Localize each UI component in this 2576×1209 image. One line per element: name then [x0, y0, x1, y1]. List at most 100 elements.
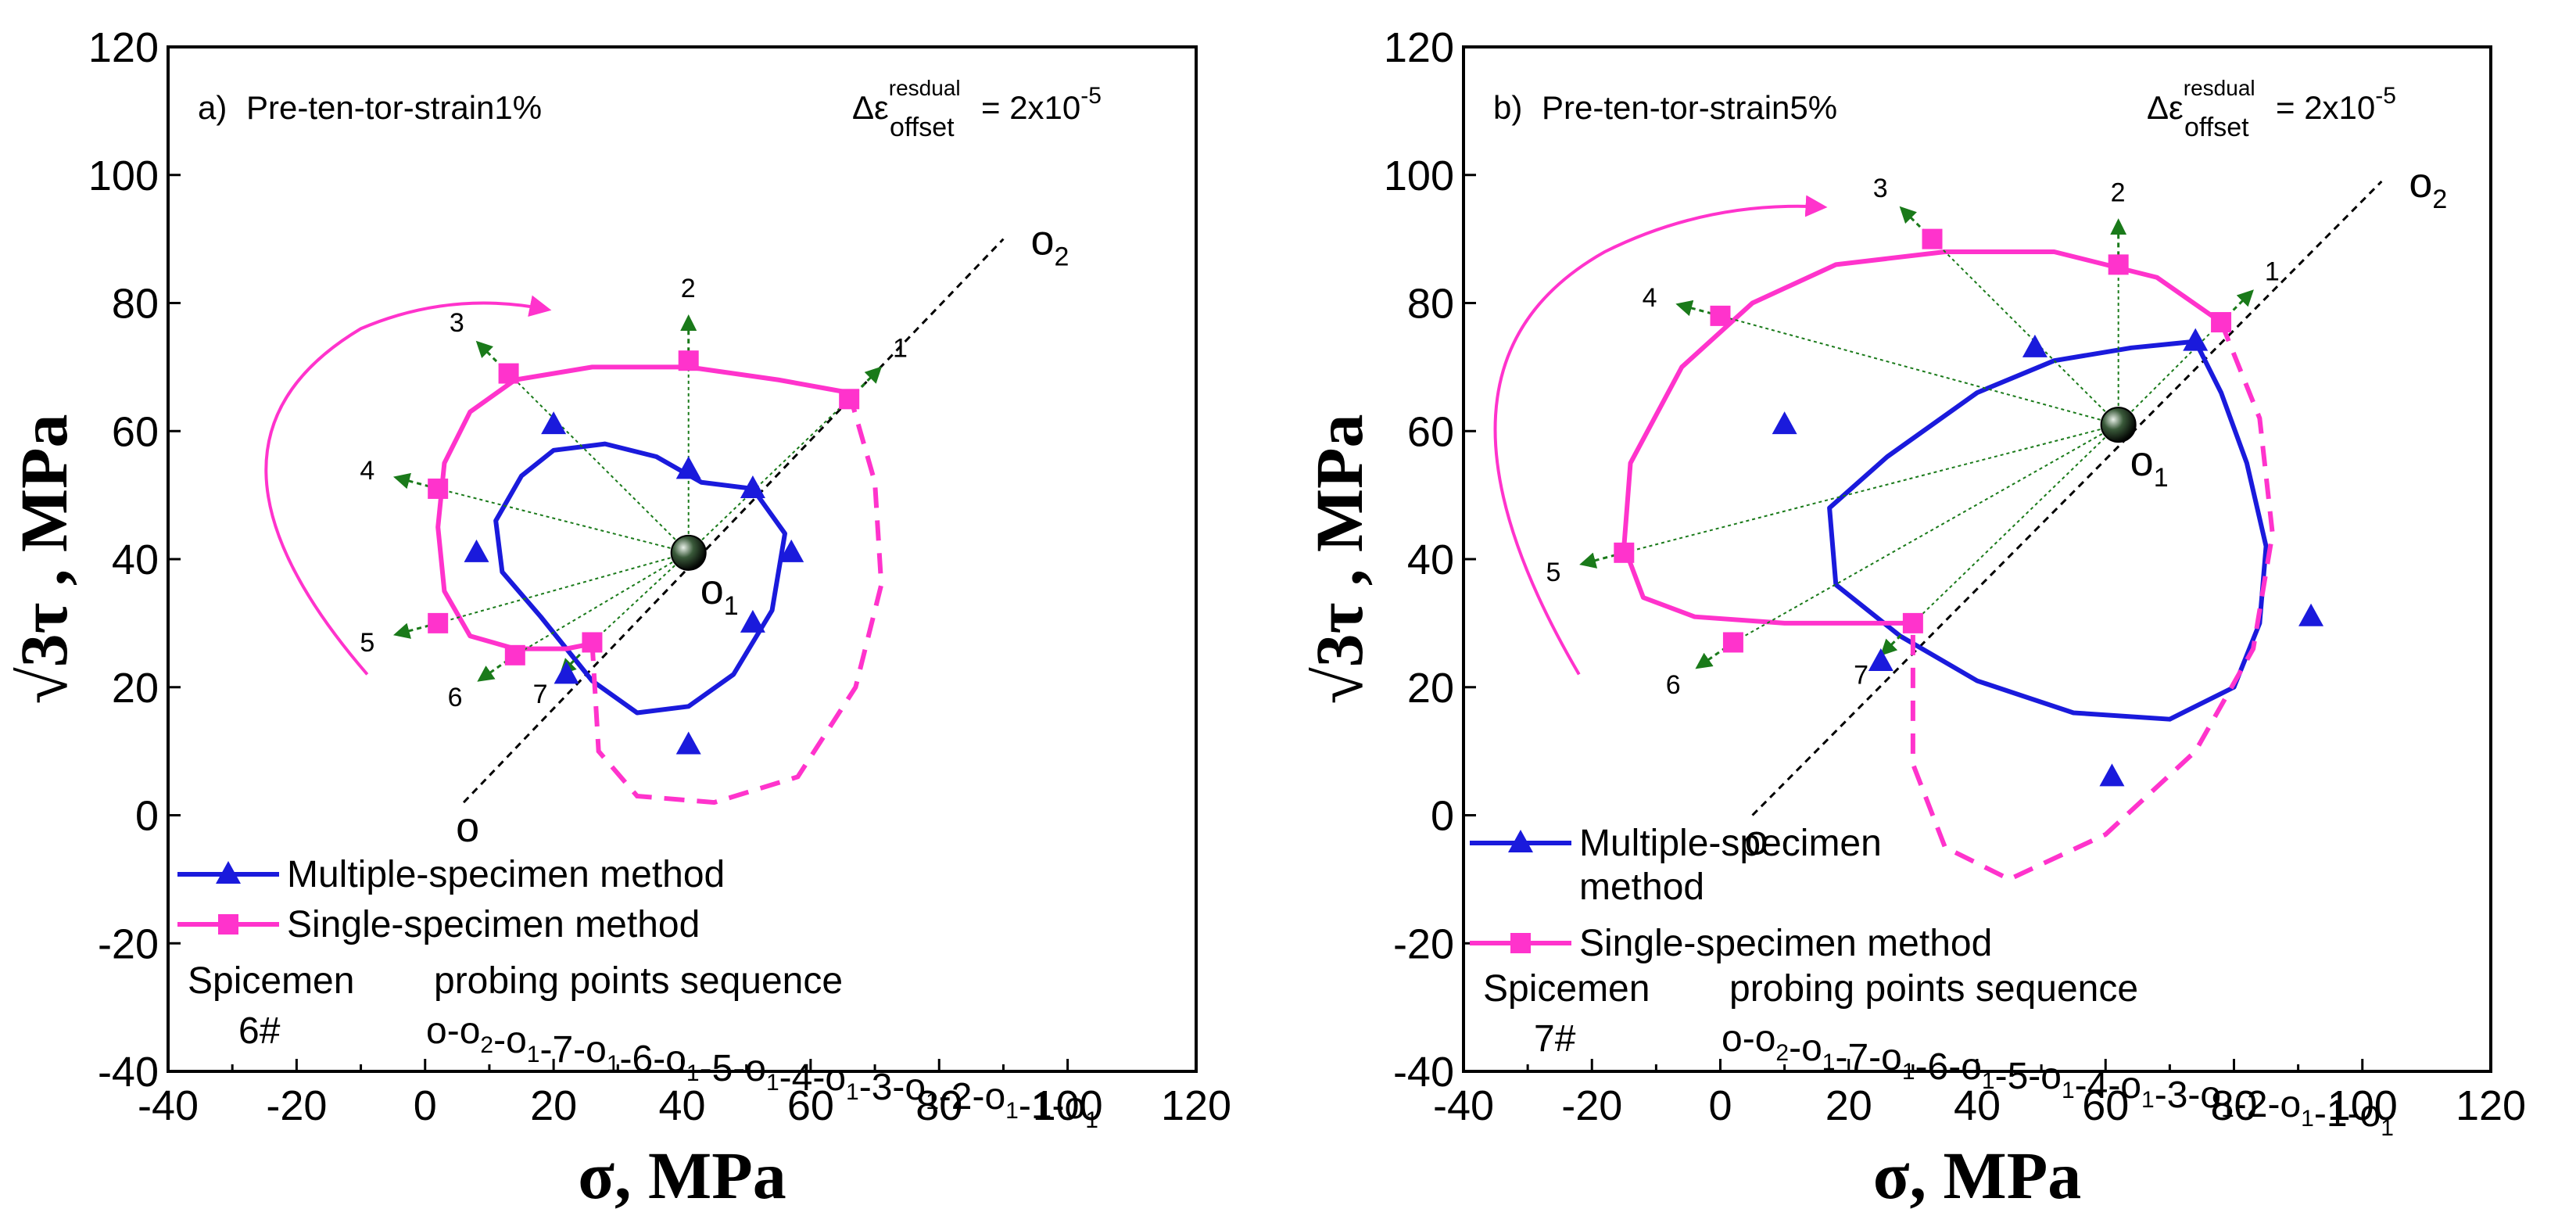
- legend-single-marker: [1510, 933, 1531, 953]
- multiple-specimen-point: [464, 539, 489, 562]
- seq-part: -5-: [700, 1048, 746, 1089]
- seq-part: -1-: [2314, 1093, 2360, 1135]
- multiple-specimen-point: [2183, 328, 2209, 351]
- offset-value: = 2x10: [2276, 89, 2375, 126]
- seq-part: -5-: [1995, 1056, 2041, 1097]
- origin-o1-letter: o: [700, 566, 724, 613]
- single-specimen-point: [1614, 542, 1635, 563]
- probe-direction-arrow: [393, 622, 439, 639]
- seq-sub: 1: [1005, 1098, 1019, 1124]
- x-tick-label: 120: [1161, 1082, 1231, 1129]
- origin-o2-letter: o: [1030, 217, 1054, 264]
- x-tick-label: 100: [2327, 1082, 2398, 1129]
- seq-part: -4-: [779, 1057, 826, 1099]
- single-specimen-point: [504, 644, 525, 665]
- seq-part: -4-: [2075, 1065, 2121, 1107]
- legend-sequence-text: o-o2-o1-7-o1-6-o1-5-o1-4-o1-3-o1-2-o1-1-…: [1722, 1018, 2394, 1141]
- multiple-specimen-point: [675, 731, 701, 755]
- y-tick-label: -40: [1393, 1049, 1454, 1096]
- multiple-specimen-point: [740, 475, 765, 498]
- legend-multiple-label-line2: method: [1579, 866, 1704, 908]
- seq-sub: 2: [1775, 1040, 1789, 1066]
- multiple-specimen-point: [1868, 648, 1893, 671]
- x-tick-label: 20: [1825, 1082, 1872, 1129]
- probe-line: [1720, 314, 2119, 426]
- single-specimen-point: [1902, 612, 1923, 633]
- probe-direction-arrow: [1880, 622, 1914, 656]
- panel-title: Pre-ten-tor-strain1%: [246, 89, 542, 126]
- o1-center-ball: [670, 534, 707, 571]
- y-tick-label: 120: [1384, 24, 1454, 71]
- single-yield-curve: [1621, 249, 2223, 626]
- seq-o: o: [2040, 1056, 2062, 1097]
- single-specimen-point: [1710, 305, 1731, 326]
- x-tick-label: -40: [138, 1082, 199, 1129]
- probe-label-1: 1: [2265, 257, 2280, 286]
- origin-o-label: o: [456, 804, 479, 851]
- single-specimen-point: [1722, 632, 1743, 653]
- seq-o: o: [460, 1010, 481, 1052]
- legend-sequence-heading: probing points sequence: [1729, 968, 2138, 1010]
- origin-o2-label: o2: [1030, 217, 1069, 272]
- y-tick-label: -20: [98, 920, 159, 967]
- probe-label-4: 4: [360, 456, 374, 486]
- x-tick-label: 80: [2210, 1082, 2257, 1129]
- legend-multiple-label: Multiple-specimen: [1579, 823, 1882, 864]
- offset-sub: offset: [890, 113, 955, 142]
- offset-sub: offset: [2184, 113, 2249, 142]
- origin-o1-label: o1: [700, 566, 739, 621]
- origin-o2-letter: o: [2409, 160, 2432, 206]
- panel-b: -40 -20 0 20 40 60 80 100 120-40-200204060801001…: [1302, 24, 2526, 1209]
- legend-multiple-marker: [1508, 830, 1533, 852]
- multiple-specimen-point: [554, 661, 579, 684]
- y-tick-label: -40: [98, 1049, 159, 1096]
- seq-sub: 1: [1902, 1059, 1915, 1085]
- panel-a: -40 -20 0 20 40 60 80 100 120-40-200204060801001…: [6, 24, 1231, 1209]
- seq-o: o: [825, 1057, 846, 1099]
- probe-label-6: 6: [1666, 670, 1681, 700]
- probe-direction-arrow: [1899, 206, 1933, 240]
- legend-specimen-number: 7#: [1534, 1018, 1576, 1060]
- o-o2-path-line: [462, 238, 1005, 804]
- seq-o: o: [2200, 1074, 2221, 1116]
- seq-o: o: [586, 1029, 607, 1071]
- seq-part: -6-: [620, 1039, 666, 1080]
- single-specimen-point: [428, 478, 449, 499]
- y-tick-label: 100: [88, 152, 159, 199]
- single-yield-curve-dashed: [1910, 321, 2275, 882]
- seq-o: o: [506, 1020, 527, 1061]
- seq-o: o: [2120, 1065, 2141, 1107]
- o-o2-path-line: [1751, 180, 2383, 816]
- multiple-yield-curve: [1827, 339, 2269, 722]
- origin-o2-sub: 2: [2432, 185, 2447, 214]
- seq-sub: 1: [1982, 1068, 1995, 1094]
- legend-specimen-number: 6#: [238, 1010, 281, 1052]
- seq-o: o: [1755, 1018, 1776, 1060]
- panel-label: b): [1493, 89, 1522, 126]
- seq-sub: 1: [2141, 1087, 2155, 1113]
- probe-label-2: 2: [681, 274, 696, 303]
- probe-direction-arrow: [475, 340, 510, 375]
- seq-sub: 2: [480, 1032, 493, 1058]
- probe-label-5: 5: [1546, 558, 1560, 587]
- origin-o-label: o: [1745, 817, 1768, 864]
- seq-o: o: [745, 1048, 766, 1089]
- x-tick-label: 40: [1954, 1082, 2001, 1129]
- seq-o: o: [2360, 1093, 2381, 1135]
- x-tick-label: 20: [530, 1082, 577, 1129]
- probe-direction-arrow: [1695, 641, 1734, 669]
- seq-sub: 1: [2062, 1078, 2075, 1103]
- sequence-arrow: [264, 295, 552, 676]
- x-tick-label: 100: [1033, 1082, 1103, 1129]
- probe-label-6: 6: [448, 683, 463, 712]
- offset-sup: resdual: [889, 76, 961, 100]
- probe-label-3: 3: [1873, 174, 1888, 203]
- offset-prefix: Δε: [852, 89, 889, 126]
- legend-sequence-text: o-o2-o1-7-o1-6-o1-5-o1-4-o1-3-o1-2-o1-1-…: [426, 1010, 1098, 1133]
- x-tick-label: -20: [1561, 1082, 1622, 1129]
- probe-direction-arrow: [1675, 300, 1721, 317]
- x-tick-label: 60: [2082, 1082, 2129, 1129]
- seq-o: o: [1801, 1028, 1822, 1069]
- seq-part: -6-: [1915, 1046, 1962, 1088]
- seq-o: o: [2280, 1084, 2301, 1125]
